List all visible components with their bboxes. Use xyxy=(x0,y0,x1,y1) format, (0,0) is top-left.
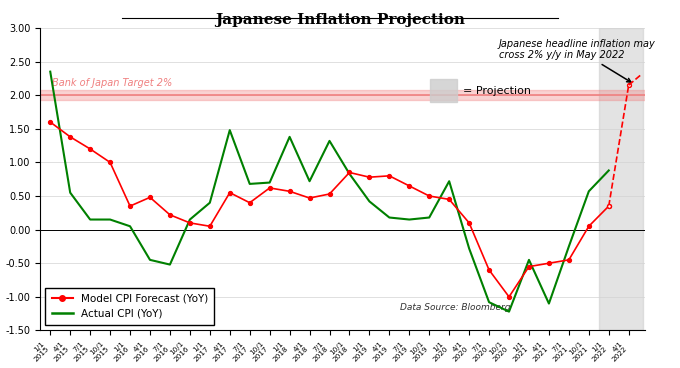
Text: Japanese Inflation Projection: Japanese Inflation Projection xyxy=(215,13,465,27)
FancyBboxPatch shape xyxy=(430,79,458,102)
Bar xyxy=(40,91,645,100)
Text: Bank of Japan Target 2%: Bank of Japan Target 2% xyxy=(52,78,173,88)
Bar xyxy=(599,28,643,330)
Text: Japanese headline inflation may
cross 2% y/y in May 2022: Japanese headline inflation may cross 2%… xyxy=(499,39,656,82)
Legend: Model CPI Forecast (YoY), Actual CPI (YoY): Model CPI Forecast (YoY), Actual CPI (Yo… xyxy=(46,287,214,325)
Text: = Projection: = Projection xyxy=(463,86,531,96)
Text: Data Source: Bloomberg: Data Source: Bloomberg xyxy=(400,303,511,312)
